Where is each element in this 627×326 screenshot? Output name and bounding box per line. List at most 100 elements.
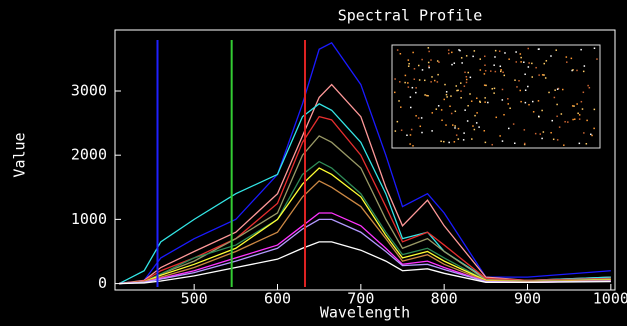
- inset-pixel: [581, 101, 583, 103]
- inset-pixel: [414, 78, 416, 80]
- inset-pixel: [527, 86, 529, 88]
- inset-pixel: [474, 129, 476, 131]
- inset-pixel: [484, 64, 486, 66]
- inset-pixel: [466, 55, 468, 57]
- inset-pixel: [566, 56, 568, 58]
- inset-pixel: [543, 131, 545, 133]
- y-tick-label: 3000: [71, 81, 107, 99]
- inset-pixel: [502, 140, 504, 142]
- inset-pixel: [594, 48, 596, 50]
- inset-pixel: [405, 75, 407, 77]
- inset-pixel: [500, 66, 502, 68]
- inset-pixel: [409, 143, 411, 145]
- inset-pixel: [455, 111, 457, 113]
- inset-pixel: [502, 89, 504, 91]
- inset-pixel: [528, 48, 530, 50]
- inset-pixel: [524, 129, 526, 131]
- inset-pixel: [466, 79, 468, 81]
- inset-pixel: [572, 69, 574, 71]
- inset-pixel: [590, 134, 592, 136]
- inset-pixel: [421, 117, 423, 119]
- inset-pixel: [418, 117, 420, 119]
- inset-pixel: [400, 106, 402, 108]
- inset-pixel: [478, 126, 480, 128]
- inset-pixel: [520, 61, 522, 63]
- inset-pixel: [484, 97, 486, 99]
- inset-pixel: [458, 138, 460, 140]
- inset-pixel: [422, 69, 424, 71]
- inset-pixel: [528, 104, 530, 106]
- inset-pixel: [508, 58, 510, 60]
- inset-pixel: [502, 99, 504, 101]
- inset-pixel: [484, 84, 486, 86]
- inset-pixel: [440, 141, 442, 143]
- y-tick-label: 0: [98, 274, 107, 292]
- inset-pixel: [572, 105, 574, 107]
- inset-pixel: [528, 62, 530, 64]
- inset-pixel: [412, 87, 414, 89]
- x-tick-label: 500: [181, 290, 208, 308]
- x-tick-label: 700: [347, 290, 374, 308]
- inset-pixel: [586, 120, 588, 122]
- inset-pixel: [557, 139, 559, 141]
- inset-pixel: [508, 128, 510, 130]
- inset-pixel: [474, 50, 476, 52]
- inset-pixel: [490, 70, 492, 72]
- inset-pixel: [466, 76, 468, 78]
- inset-pixel: [543, 63, 545, 65]
- inset-pixel: [520, 101, 522, 103]
- inset-pixel: [485, 142, 487, 144]
- inset-pixel: [412, 145, 414, 147]
- inset-pixel: [574, 118, 576, 120]
- inset-pixel: [430, 59, 432, 61]
- inset-pixel: [559, 126, 561, 128]
- inset-pixel: [463, 132, 465, 134]
- inset-pixel: [407, 82, 409, 84]
- series-line: [119, 181, 611, 284]
- inset-pixel: [545, 77, 547, 79]
- inset-pixel: [420, 126, 422, 128]
- inset-pixel: [586, 143, 588, 145]
- inset-pixel: [493, 64, 495, 66]
- inset-pixel: [484, 130, 486, 132]
- inset-pixel: [467, 120, 469, 122]
- x-tick-label: 900: [514, 290, 541, 308]
- inset-pixel: [476, 97, 478, 99]
- inset-pixel: [584, 65, 586, 67]
- inset-pixel: [576, 70, 578, 72]
- inset-pixel: [461, 57, 463, 59]
- inset-pixel: [419, 79, 421, 81]
- inset-pixel: [532, 101, 534, 103]
- inset-pixel: [448, 53, 450, 55]
- inset-pixel: [520, 53, 522, 55]
- inset-pixel: [495, 71, 497, 73]
- inset-pixel: [579, 114, 581, 116]
- inset-pixel: [514, 143, 516, 145]
- inset-pixel: [551, 120, 553, 122]
- inset-pixel: [394, 92, 396, 94]
- inset-pixel: [525, 102, 527, 104]
- inset-pixel: [528, 66, 530, 68]
- x-tick-label: 800: [431, 290, 458, 308]
- inset-pixel: [561, 113, 563, 115]
- inset-pixel: [469, 93, 471, 95]
- chart: Spectral Profile Wavelength Value 010002…: [0, 0, 627, 326]
- inset-pixel: [399, 81, 401, 83]
- inset-pixel: [427, 95, 429, 97]
- inset-pixel: [471, 138, 473, 140]
- inset-pixel: [518, 80, 520, 82]
- inset-pixel: [464, 109, 466, 111]
- inset-pixel: [438, 61, 440, 63]
- inset-pixel: [426, 95, 428, 97]
- inset-pixel: [480, 69, 482, 71]
- inset-pixel: [476, 112, 478, 114]
- inset-pixel: [452, 124, 454, 126]
- inset-pixel: [437, 81, 439, 83]
- inset-pixel: [484, 101, 486, 103]
- inset-pixel: [461, 62, 463, 64]
- inset-pixel: [454, 141, 456, 143]
- inset-pixel: [579, 118, 581, 120]
- inset-image: [392, 45, 600, 148]
- inset-pixel: [470, 77, 472, 79]
- inset-pixel: [395, 130, 397, 132]
